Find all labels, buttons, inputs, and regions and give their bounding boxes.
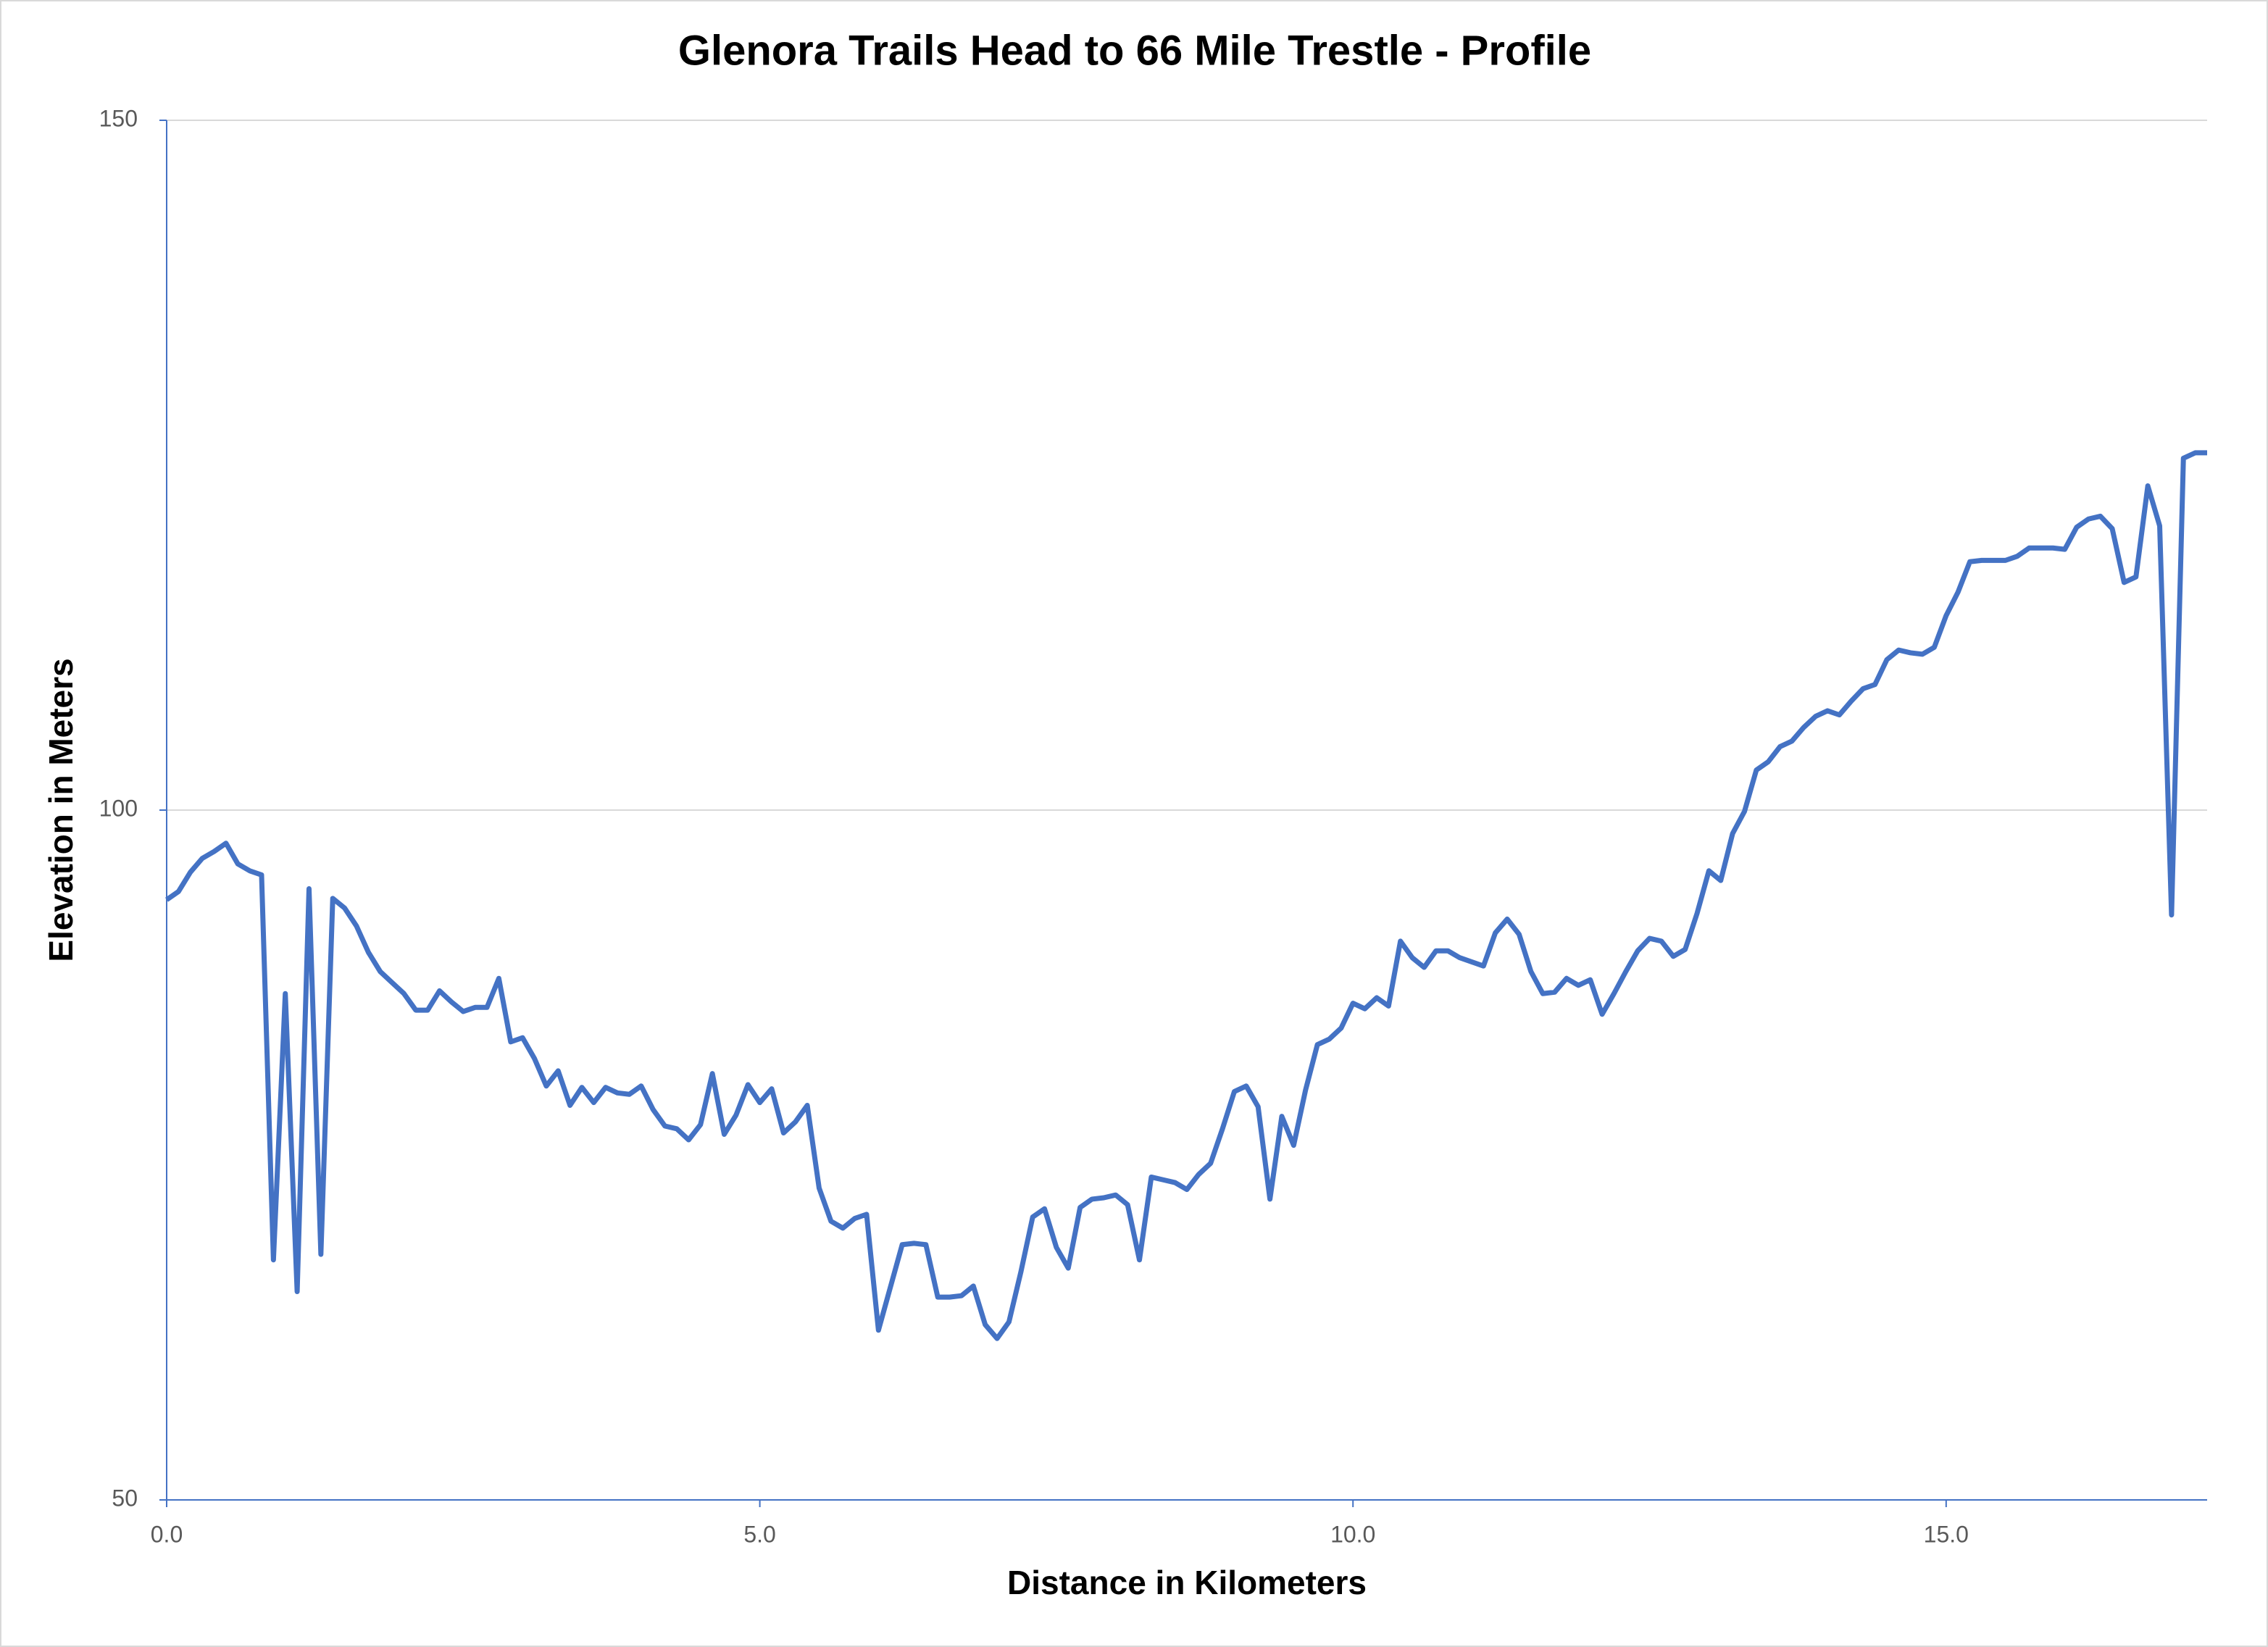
x-tick-label: 0.0: [151, 1521, 183, 1547]
x-axis-label: Distance in Kilometers: [1007, 1564, 1367, 1601]
x-tick-label: 10.0: [1330, 1521, 1375, 1547]
y-tick-label: 100: [99, 795, 138, 821]
y-axis-label: Elevation in Meters: [42, 658, 80, 962]
x-tick-label: 15.0: [1924, 1521, 1969, 1547]
y-tick-label: 150: [99, 105, 138, 131]
y-tick-label: 50: [112, 1485, 138, 1511]
chart-title: Glenora Trails Head to 66 Mile Trestle -…: [678, 27, 1591, 74]
data-line: [164, 450, 2207, 1341]
x-tick-label: 5.0: [743, 1521, 775, 1547]
